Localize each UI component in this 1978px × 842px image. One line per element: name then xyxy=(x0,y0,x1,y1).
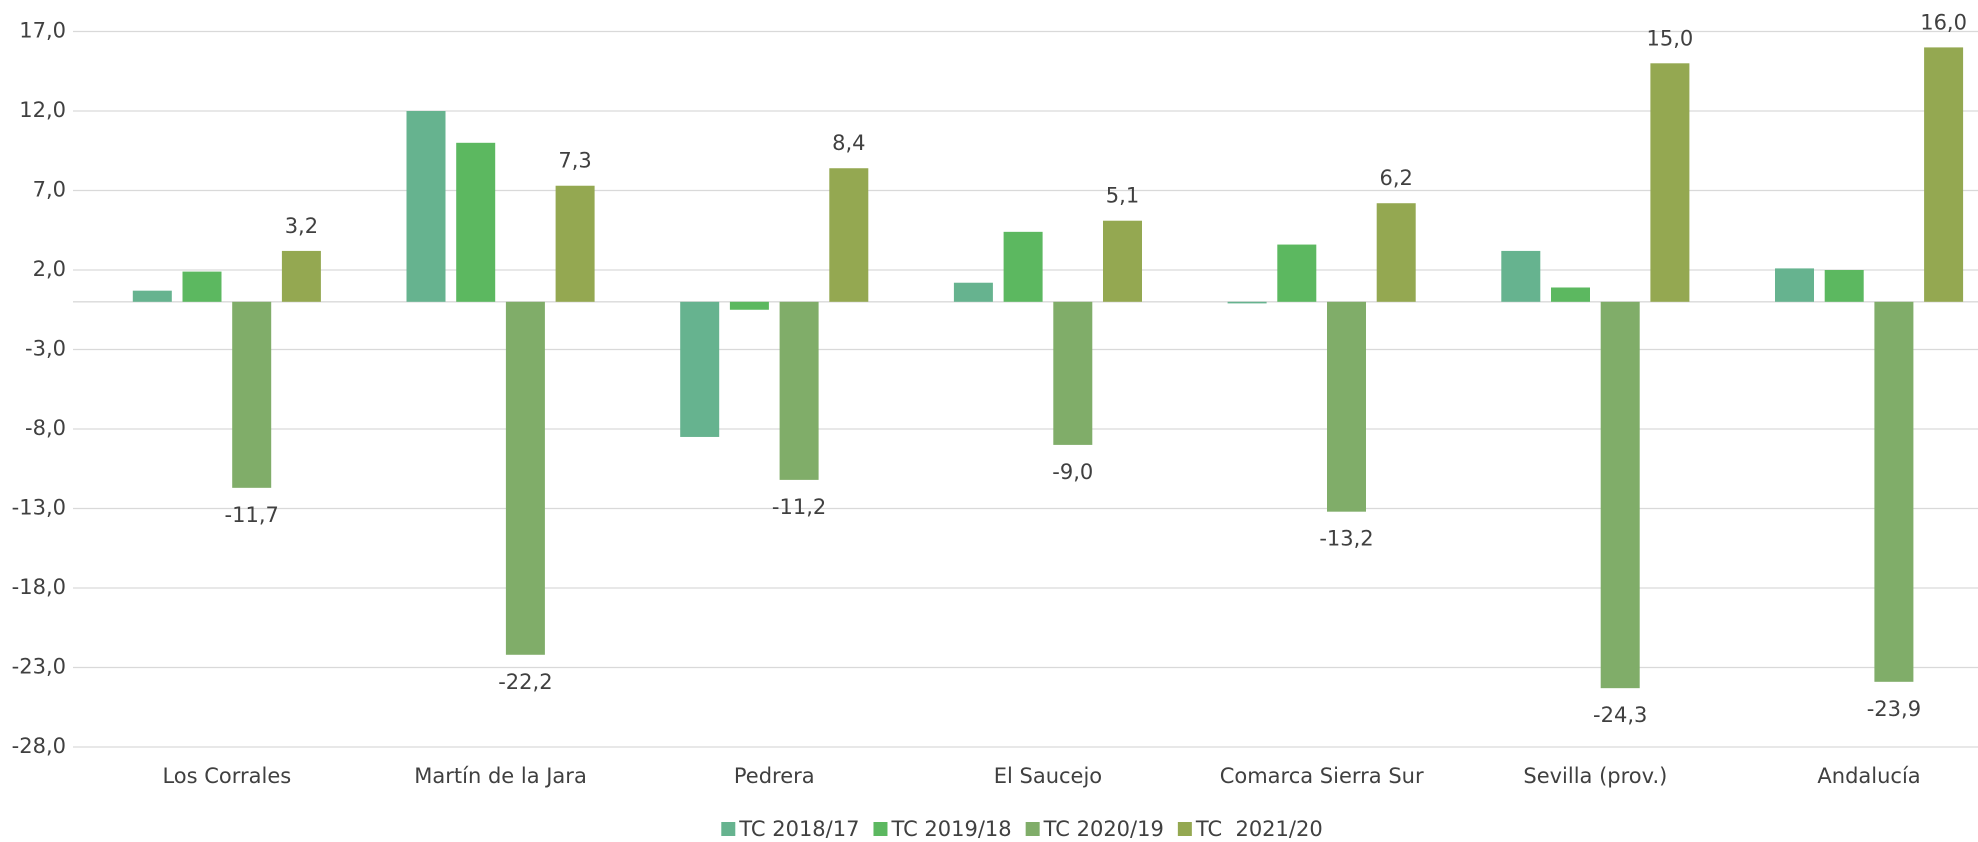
x-tick-label: Pedrera xyxy=(734,764,815,788)
data-label: -24,3 xyxy=(1593,703,1647,727)
legend-swatch xyxy=(721,822,736,836)
data-label: 6,2 xyxy=(1379,166,1412,190)
x-tick-label: Sevilla (prov.) xyxy=(1523,764,1667,788)
bar xyxy=(406,111,446,302)
bar xyxy=(1824,270,1864,302)
bar xyxy=(1376,203,1416,302)
bar xyxy=(1003,231,1043,302)
bar xyxy=(505,301,545,655)
legend-label: TC 2018/17 xyxy=(738,817,859,841)
bar xyxy=(555,185,595,302)
data-label: 16,0 xyxy=(1920,10,1967,34)
bar xyxy=(132,290,172,302)
x-tick-label: Martín de la Jara xyxy=(414,764,587,788)
bar xyxy=(232,301,272,488)
data-label: -13,2 xyxy=(1319,527,1373,551)
bar xyxy=(1327,301,1366,512)
bar xyxy=(1053,301,1093,445)
y-tick-label: 2,0 xyxy=(33,257,66,281)
y-tick-label: -3,0 xyxy=(25,337,66,361)
bar xyxy=(182,271,222,302)
bar xyxy=(1277,244,1317,302)
bar xyxy=(680,301,720,437)
legend-label: TC 2020/19 xyxy=(1043,817,1164,841)
bar xyxy=(779,301,819,480)
bar xyxy=(1775,268,1814,302)
bar xyxy=(1103,220,1142,302)
x-tick-label: Comarca Sierra Sur xyxy=(1220,764,1424,788)
x-tick-label: Los Corrales xyxy=(162,764,291,788)
y-tick-label: -18,0 xyxy=(12,575,66,599)
data-label: -22,2 xyxy=(498,670,552,694)
data-label: -11,7 xyxy=(225,503,279,527)
bar xyxy=(829,168,869,302)
y-tick-label: 17,0 xyxy=(19,19,66,43)
bar xyxy=(281,250,321,302)
data-label: 3,2 xyxy=(285,214,318,238)
bar xyxy=(1551,287,1590,302)
y-tick-label: -8,0 xyxy=(25,416,66,440)
legend-swatch xyxy=(1025,822,1040,836)
x-tick-label: Andalucía xyxy=(1817,764,1920,788)
y-tick-label: -28,0 xyxy=(12,734,66,758)
y-tick-label: -23,0 xyxy=(12,655,66,679)
bar xyxy=(1600,301,1640,689)
bar xyxy=(1874,301,1914,682)
data-label: -23,9 xyxy=(1867,697,1921,721)
legend-swatch xyxy=(873,822,888,836)
x-tick-label: El Saucejo xyxy=(994,764,1102,788)
data-label: -11,2 xyxy=(772,495,826,519)
bar xyxy=(1227,301,1267,304)
bar xyxy=(456,142,496,302)
y-tick-label: 12,0 xyxy=(19,98,66,122)
bar xyxy=(953,282,993,302)
legend-swatch xyxy=(1177,822,1192,836)
legend-label: TC 2019/18 xyxy=(890,817,1011,841)
bar xyxy=(1501,250,1541,302)
bar xyxy=(1650,63,1690,302)
data-label: -9,0 xyxy=(1052,460,1093,484)
bar xyxy=(1924,47,1964,302)
data-label: 15,0 xyxy=(1647,26,1694,50)
bar xyxy=(729,301,769,310)
y-tick-label: -13,0 xyxy=(12,496,66,520)
y-tick-label: 7,0 xyxy=(33,178,66,202)
data-label: 5,1 xyxy=(1106,184,1139,208)
data-label: 8,4 xyxy=(832,131,865,155)
legend-label: TC 2021/20 xyxy=(1195,817,1323,841)
data-label: 7,3 xyxy=(558,149,591,173)
